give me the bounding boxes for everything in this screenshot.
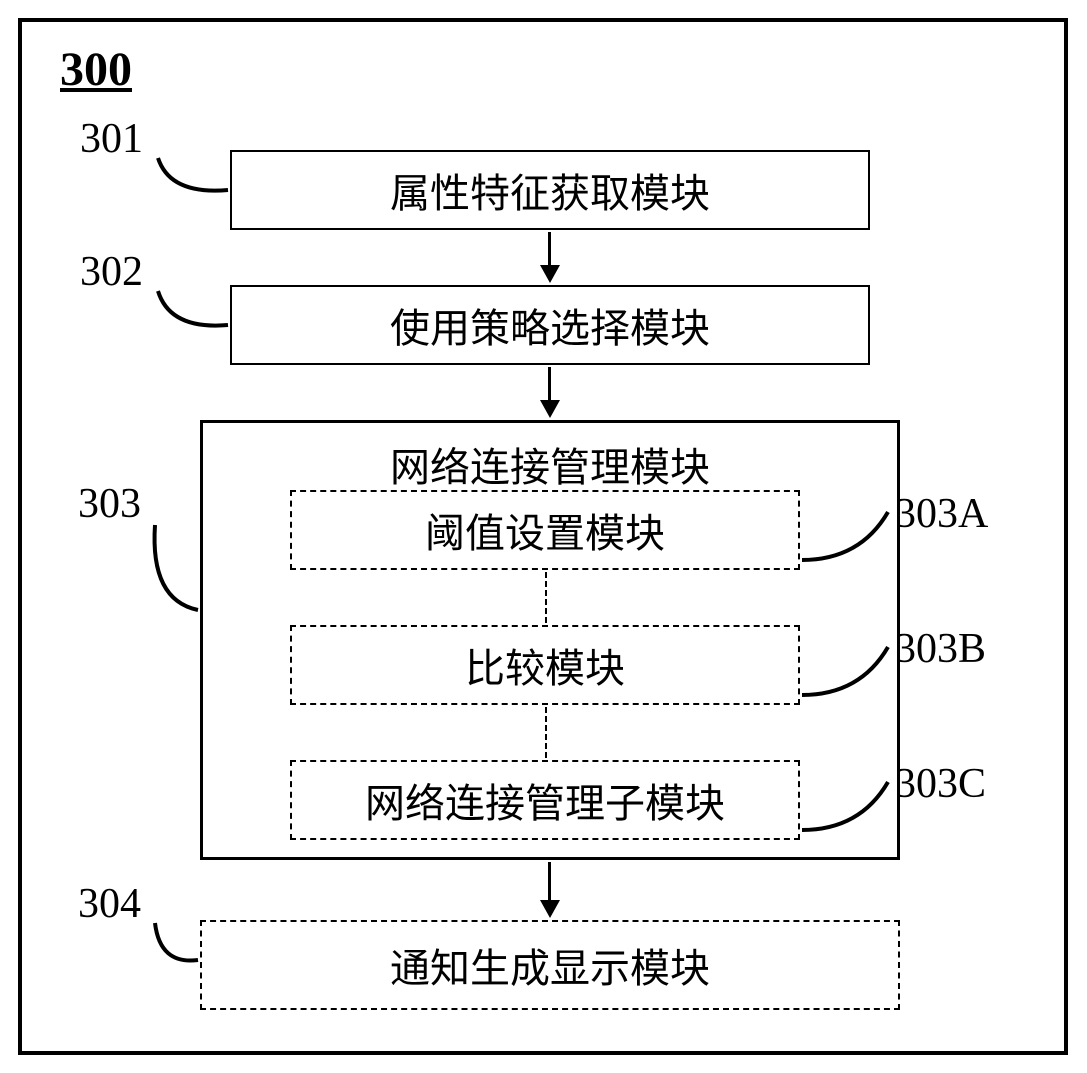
leader-304 <box>0 0 1087 1073</box>
diagram-canvas: 300 属性特征获取模块 301 使用策略选择模块 302 网络连接管理模块 3… <box>0 0 1087 1073</box>
